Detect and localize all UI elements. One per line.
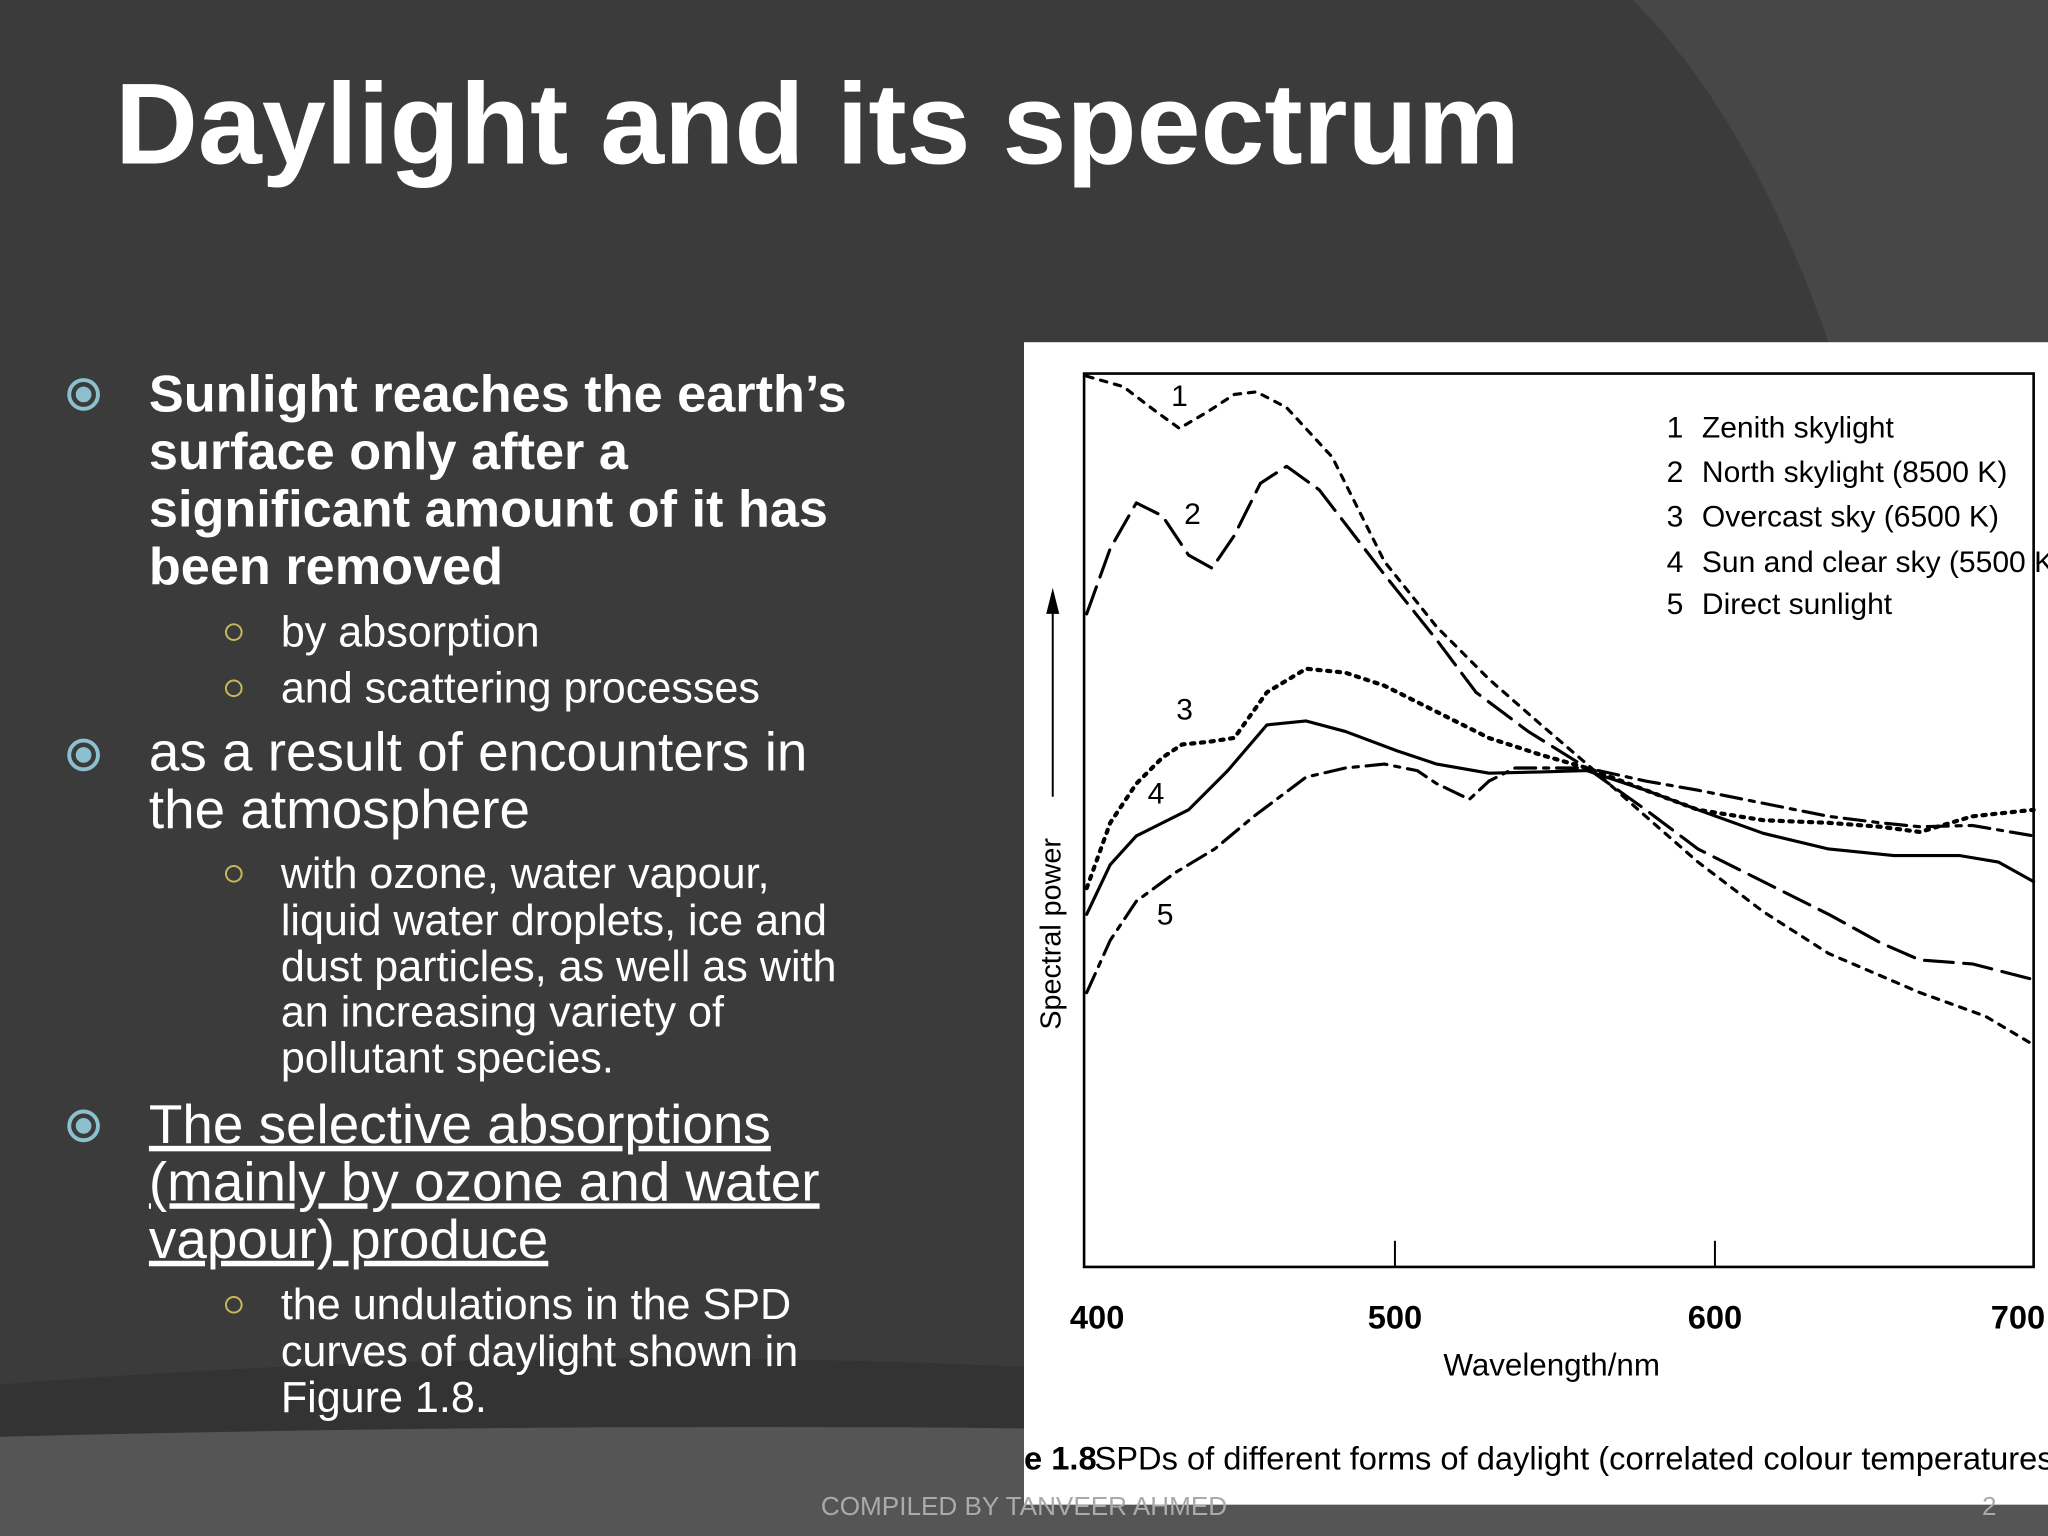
sub-bullet-text: the undulations in the SPD	[281, 1281, 791, 1329]
curve-2	[1085, 464, 2036, 982]
legend-number: 2	[1667, 456, 1684, 489]
sub-bullet-text: pollutant species.	[281, 1034, 614, 1082]
curve-1	[1085, 374, 2036, 1047]
legend-number: 5	[1667, 588, 1684, 621]
curve-label: 1	[1171, 380, 1188, 413]
legend-label: Zenith skylight	[1702, 412, 1895, 445]
curve-label: 2	[1184, 498, 1201, 531]
curve-3	[1084, 666, 2036, 891]
bullet-text: Sunlight reaches the earth’s	[149, 365, 847, 423]
sub-bullet-icon	[224, 623, 243, 641]
sub-bullet-text: liquid water droplets, ice and	[281, 897, 827, 945]
sub-bullet-text: curves of daylight shown in	[281, 1328, 798, 1376]
x-tick-label: 600	[1688, 1298, 1742, 1335]
sub-bullet-icon	[224, 864, 243, 883]
footer-text: COMPILED BY TANVEER AHMED	[821, 1491, 1227, 1521]
bullet-text: vapour) produce	[149, 1208, 548, 1270]
bullet-icon	[67, 738, 100, 772]
x-tick-label: 500	[1368, 1298, 1422, 1335]
bullet-icon	[67, 378, 100, 411]
curve-4	[1085, 719, 2036, 916]
y-axis-label: Spectral power	[1036, 838, 1068, 1030]
bullet-text: The selective absorptions	[149, 1093, 771, 1155]
sub-bullet-text: Figure 1.8.	[281, 1374, 487, 1422]
sub-bullet-icon	[224, 1295, 243, 1314]
bullet-icon	[67, 1109, 100, 1143]
x-tick-label: 700	[1991, 1298, 2045, 1335]
bullet-text: significant amount of it has	[149, 480, 828, 538]
bullet-text: as a result of encounters in	[149, 721, 808, 783]
bullet-text: surface only after a	[149, 423, 629, 481]
sub-bullet-icon	[224, 679, 243, 698]
curve-label: 3	[1176, 694, 1193, 727]
legend-number: 4	[1667, 546, 1684, 579]
curve-label: 4	[1148, 777, 1165, 810]
x-axis-label: Wavelength/nm	[1443, 1347, 1660, 1382]
sub-bullet-text: and scattering processes	[281, 665, 760, 713]
curve-5	[1085, 762, 2036, 995]
legend-label: Overcast sky (6500 K)	[1702, 500, 1999, 533]
caption-number: e 1.8	[1024, 1439, 1097, 1476]
legend-number: 3	[1667, 500, 1684, 533]
page-number: 2	[1982, 1491, 1997, 1521]
curve-label: 5	[1157, 899, 1174, 932]
bullet-text: been removed	[149, 538, 503, 596]
bullet-icon-dot	[75, 747, 92, 763]
bullet-text: (mainly by ozone and water	[149, 1150, 820, 1212]
bullet-icon-dot	[75, 386, 92, 403]
legend-label: North skylight (8500 K)	[1702, 456, 2007, 489]
legend-label: Sun and clear sky (5500 K)	[1702, 546, 2048, 579]
sub-bullet-text: an increasing variety of	[281, 989, 725, 1037]
caption: SPDs of different forms of daylight (cor…	[1095, 1439, 2048, 1476]
bullet-text: the atmosphere	[149, 778, 530, 840]
legend-number: 1	[1667, 412, 1684, 445]
figure: 1 Zenith skylight 2 North skylight (8500 K)…	[1024, 342, 2048, 1505]
sub-bullet-text: dust particles, as well as with	[281, 943, 837, 991]
legend-label: Direct sunlight	[1702, 588, 1893, 621]
bullet-icon-dot	[75, 1118, 92, 1134]
sub-bullet-text: by absorption	[281, 609, 540, 657]
slide-title: Daylight and its spectrum	[115, 60, 1520, 188]
x-tick-label: 400	[1070, 1298, 1124, 1335]
sub-bullet-text: with ozone, water vapour,	[280, 850, 770, 898]
